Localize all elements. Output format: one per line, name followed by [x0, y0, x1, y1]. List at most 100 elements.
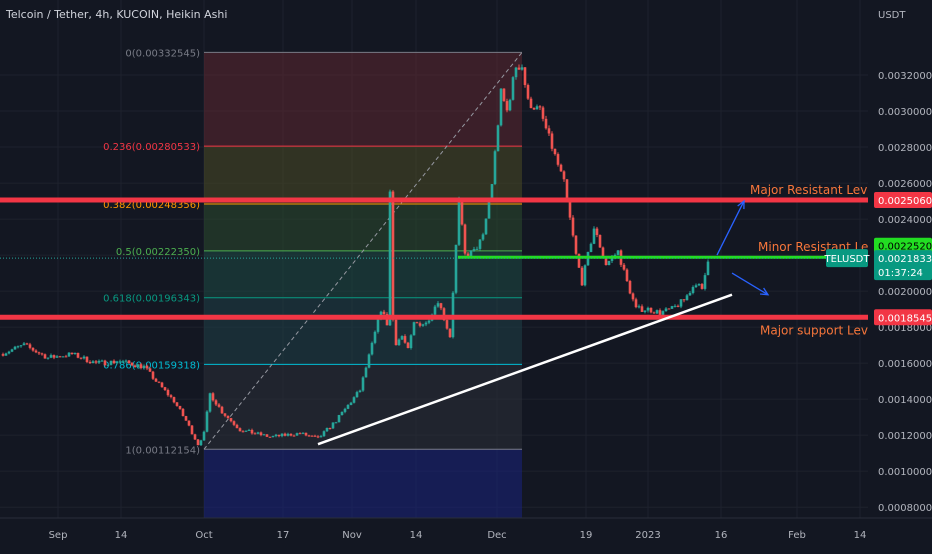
candle-body: [28, 344, 32, 348]
candle-body: [85, 356, 89, 362]
candle-body: [274, 434, 278, 436]
candle-body: [313, 435, 317, 437]
candle-body: [691, 287, 695, 293]
fib-label: 0.236(0.00280533): [103, 142, 200, 153]
candle-body: [271, 435, 275, 437]
candle-body: [574, 235, 578, 254]
candle-body: [241, 431, 245, 433]
candle-body: [199, 440, 203, 446]
candle-body: [169, 395, 173, 398]
candle-body: [421, 324, 425, 326]
candle-body: [331, 422, 335, 429]
candle-body: [127, 360, 131, 364]
candle-body: [238, 428, 242, 432]
candle-body: [412, 322, 416, 336]
candle-body: [496, 125, 500, 152]
chart-title: Telcoin / Tether, 4h, KUCOIN, Heikin Ash…: [6, 8, 228, 21]
candle-body: [490, 184, 494, 201]
candle-body: [184, 416, 188, 421]
candle-body: [481, 234, 485, 240]
fib-label: 0.382(0.00248356): [103, 200, 200, 211]
fib-label: 0(0.00332545): [125, 48, 200, 59]
candle-body: [346, 404, 350, 409]
candle-body: [616, 250, 620, 255]
candle-body: [463, 224, 467, 254]
x-tick-label: Oct: [195, 530, 212, 541]
candle-body: [151, 371, 155, 379]
candle-body: [34, 350, 38, 353]
candle-body: [499, 88, 503, 126]
candle-body: [589, 243, 593, 252]
candle-body: [223, 413, 227, 416]
candle-body: [604, 256, 608, 266]
candle-body: [403, 336, 407, 343]
candle-body: [253, 433, 257, 435]
candle-body: [439, 303, 443, 309]
candle-body: [673, 305, 677, 307]
candle-body: [601, 247, 605, 257]
projection-arrow: [731, 272, 769, 296]
candle-body: [424, 322, 428, 325]
candle-body: [607, 260, 611, 266]
candle-body: [688, 292, 692, 296]
level-annotation: Major Resistant Level: [750, 183, 878, 197]
candle-body: [640, 306, 644, 312]
candle-body: [19, 345, 23, 347]
candle-body: [118, 361, 122, 363]
candle-body: [538, 106, 542, 108]
candle-body: [208, 393, 212, 412]
candle-body: [334, 422, 338, 424]
candle-body: [91, 361, 95, 364]
candle-body: [508, 99, 512, 111]
candle-body: [181, 408, 185, 417]
candle-body: [382, 311, 386, 315]
candle-body: [577, 253, 581, 268]
candle-body: [46, 357, 50, 359]
candle-body: [172, 397, 176, 403]
candle-body: [298, 433, 302, 435]
candle-body: [436, 303, 440, 307]
candle-body: [13, 346, 17, 350]
candle-body: [16, 346, 20, 348]
candle-body: [676, 305, 680, 307]
candle-body: [406, 342, 410, 349]
candle-body: [307, 435, 311, 437]
candle-body: [565, 179, 569, 200]
candle-body: [376, 318, 380, 332]
candle-body: [196, 439, 200, 446]
candle-body: [58, 356, 62, 358]
level-annotation: Major support Level: [760, 323, 879, 337]
candle-body: [124, 360, 128, 362]
candle-body: [325, 427, 329, 432]
candle-body: [511, 77, 515, 100]
candle-body: [232, 421, 236, 425]
x-tick-label: 2023: [635, 530, 660, 541]
candle-body: [256, 432, 260, 434]
x-tick-label: 14: [115, 530, 128, 541]
candle-body: [133, 365, 137, 368]
candle-body: [514, 67, 518, 78]
candle-body: [460, 198, 464, 225]
candle-body: [7, 351, 11, 354]
candle-body: [343, 408, 347, 412]
candle-body: [529, 98, 533, 109]
candle-body: [52, 355, 56, 358]
candle-body: [229, 418, 233, 422]
candle-body: [289, 433, 293, 436]
candle-body: [493, 151, 497, 185]
candle-body: [631, 293, 635, 300]
candle-body: [706, 261, 710, 276]
candle-body: [265, 434, 269, 437]
candle-body: [268, 436, 272, 438]
candle-body: [304, 432, 308, 436]
candle-body: [211, 393, 215, 401]
candle-body: [4, 353, 8, 356]
candle-body: [445, 320, 449, 329]
candle-body: [583, 265, 587, 286]
candle-body: [682, 299, 686, 301]
